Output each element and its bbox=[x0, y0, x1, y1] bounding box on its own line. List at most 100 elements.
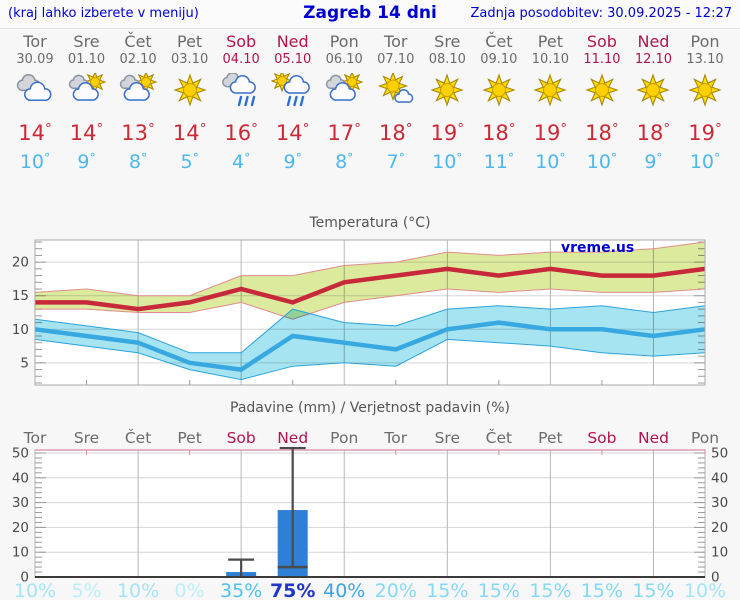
sunny-icon bbox=[172, 73, 207, 107]
day-date: 07.10 bbox=[377, 52, 415, 67]
watermark-link[interactable]: vreme.us bbox=[561, 240, 634, 256]
low-temp: 10° bbox=[586, 151, 618, 174]
degree-sign: ° bbox=[714, 121, 722, 137]
y-tick-label: 15 bbox=[12, 288, 29, 304]
precipitation-chart: Padavine (mm) / Verjetnost padavin (%) To… bbox=[12, 400, 728, 600]
rain-icon bbox=[222, 72, 257, 107]
low-temp: 9° bbox=[644, 151, 663, 174]
high-temp: 16° bbox=[224, 120, 258, 145]
day-name: Sob bbox=[226, 32, 257, 51]
plot-border bbox=[34, 239, 706, 386]
day-column: Tor 07.10 18° 7° bbox=[370, 32, 422, 174]
degree-sign: ° bbox=[611, 121, 619, 137]
high-temp: 18° bbox=[482, 120, 516, 145]
band-edge bbox=[34, 338, 706, 381]
low-temp: 8° bbox=[128, 151, 148, 174]
band-edge bbox=[34, 241, 706, 297]
low-temp: 10° bbox=[689, 151, 721, 174]
day-label: Ned bbox=[277, 429, 308, 447]
day-label: Sob bbox=[587, 429, 616, 447]
weather-icon-wrap bbox=[215, 72, 267, 111]
precip-probability: 40% bbox=[323, 580, 365, 600]
degree-sign: ° bbox=[456, 151, 463, 165]
day-date: 11.10 bbox=[583, 52, 621, 67]
weather-icon-wrap bbox=[524, 73, 576, 111]
day-column: Ned 12.10 18° 9° bbox=[627, 32, 679, 174]
day-label: Sre bbox=[74, 429, 99, 447]
y-tick-label: 40 bbox=[711, 470, 728, 486]
day-label: Ned bbox=[638, 429, 669, 447]
y-tick-label: 50 bbox=[711, 446, 728, 462]
day-date: 06.10 bbox=[325, 52, 363, 67]
day-label: Čet bbox=[486, 428, 512, 447]
y-tick-label: 0 bbox=[711, 570, 720, 586]
y-tick-label: 40 bbox=[12, 470, 29, 486]
forecast-strip: Tor 30.09 14° 10° Sre 01.10 14° 9° Čet 02.10 13° 8°… bbox=[0, 28, 740, 213]
sunny-icon bbox=[482, 73, 516, 107]
high-temp: 14° bbox=[18, 120, 52, 145]
y-tick-label: 10 bbox=[711, 545, 728, 561]
sunny-icon bbox=[636, 73, 671, 107]
temperature-line bbox=[34, 320, 706, 372]
weather-icon-wrap bbox=[576, 73, 628, 111]
low-temp: 8° bbox=[335, 151, 354, 174]
weather-icon-wrap bbox=[61, 70, 113, 111]
precip-probability: 0% bbox=[175, 580, 205, 600]
precip-probability: 10% bbox=[14, 580, 56, 600]
day-name: Ned bbox=[637, 32, 670, 51]
day-name: Pon bbox=[329, 32, 359, 51]
high-temp: 17° bbox=[327, 120, 361, 145]
day-label: Tor bbox=[23, 429, 47, 447]
degree-sign: ° bbox=[96, 121, 104, 137]
low-temp: 9° bbox=[77, 151, 96, 174]
day-label: Pet bbox=[177, 429, 201, 447]
day-name: Sob bbox=[586, 32, 617, 51]
high-temp: 18° bbox=[378, 120, 413, 145]
weather-icon-wrap bbox=[370, 70, 422, 111]
high-temp: 18° bbox=[585, 120, 619, 145]
high-temp: 14° bbox=[172, 120, 207, 145]
day-label: Pon bbox=[330, 429, 358, 447]
weather-icon-wrap bbox=[318, 70, 370, 111]
day-date: 30.09 bbox=[16, 52, 54, 67]
day-date: 04.10 bbox=[222, 52, 260, 67]
degree-sign: ° bbox=[192, 151, 199, 165]
precip-probability: 35% bbox=[220, 580, 262, 600]
plot-background bbox=[34, 449, 706, 578]
day-column: Čet 09.10 18° 11° bbox=[473, 32, 525, 174]
high-temp: 18° bbox=[636, 120, 671, 145]
last-update: Zadnja posodobitev: 30.09.2025 - 12:27 bbox=[470, 6, 732, 21]
day-date: 08.10 bbox=[428, 52, 466, 67]
degree-sign: ° bbox=[347, 151, 354, 165]
y-tick-label: 50 bbox=[12, 446, 29, 462]
low-temp: 4° bbox=[232, 151, 251, 174]
sunny-icon bbox=[688, 73, 722, 107]
day-date: 02.10 bbox=[119, 52, 157, 67]
degree-sign: ° bbox=[559, 151, 566, 165]
low-temp: 10° bbox=[535, 151, 566, 174]
day-column: Sob 04.10 16° 4° bbox=[215, 32, 267, 174]
y-tick-label: 20 bbox=[12, 520, 29, 536]
chart-title: Padavine (mm) / Verjetnost padavin (%) bbox=[230, 400, 510, 416]
weather-icon-wrap bbox=[267, 69, 319, 111]
day-date: 10.10 bbox=[531, 52, 569, 67]
confidence-band bbox=[35, 305, 705, 380]
weather-icon-wrap bbox=[473, 73, 525, 111]
low-temp: 7° bbox=[386, 151, 405, 174]
day-name: Sre bbox=[434, 32, 461, 51]
day-name: Tor bbox=[384, 32, 408, 51]
degree-sign: ° bbox=[663, 121, 671, 137]
day-column: Pon 06.10 17° 8° bbox=[318, 32, 370, 174]
y-tick-label: 10 bbox=[12, 322, 29, 338]
page-header: (kraj lahko izberete v meniju) Zagreb 14… bbox=[0, 0, 740, 28]
day-name: Čet bbox=[485, 32, 513, 51]
day-column: Pon 13.10 19° 10° bbox=[679, 33, 731, 174]
high-temp: 14° bbox=[69, 120, 104, 145]
day-column: Sre 01.10 14° 9° bbox=[61, 33, 113, 174]
day-date: 09.10 bbox=[480, 52, 518, 67]
degree-sign: ° bbox=[507, 151, 515, 165]
location-menu-hint: (kraj lahko izberete v meniju) bbox=[8, 6, 199, 21]
precip-probability: 10% bbox=[684, 580, 726, 600]
day-column: Tor 30.09 14° 10° bbox=[9, 33, 61, 174]
precip-probability: 15% bbox=[632, 580, 674, 600]
